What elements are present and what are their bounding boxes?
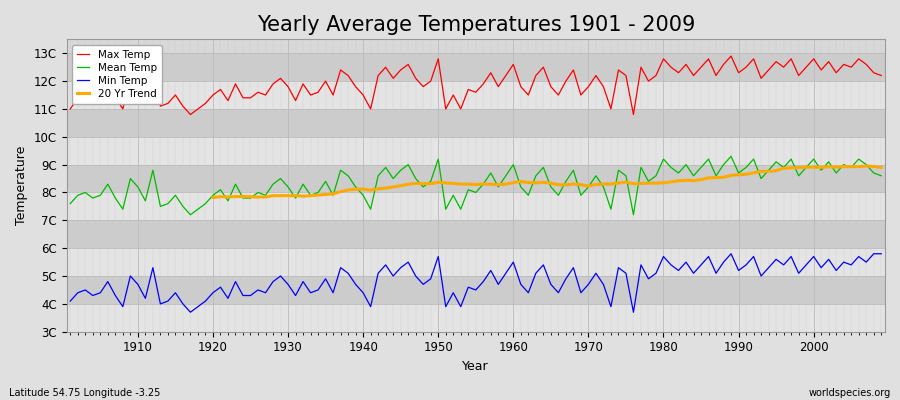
- Bar: [67, 220, 885, 248]
- 20 Yr Trend: [876, 165, 886, 170]
- Bar: [67, 137, 885, 165]
- Max Temp: [298, 82, 309, 86]
- Mean Temp: [343, 173, 354, 178]
- Max Temp: [725, 54, 736, 58]
- Mean Temp: [65, 201, 76, 206]
- Bar: [67, 53, 885, 81]
- 20 Yr Trend: [763, 169, 774, 174]
- Min Temp: [508, 260, 518, 264]
- Max Temp: [606, 106, 616, 111]
- Min Temp: [65, 299, 76, 304]
- Min Temp: [185, 310, 196, 315]
- Mean Temp: [876, 173, 886, 178]
- Max Temp: [343, 73, 354, 78]
- Line: Min Temp: Min Temp: [70, 254, 881, 312]
- Max Temp: [516, 84, 526, 89]
- Mean Temp: [606, 207, 616, 212]
- Min Temp: [343, 271, 354, 276]
- Title: Yearly Average Temperatures 1901 - 2009: Yearly Average Temperatures 1901 - 2009: [256, 15, 695, 35]
- Legend: Max Temp, Mean Temp, Min Temp, 20 Yr Trend: Max Temp, Mean Temp, Min Temp, 20 Yr Tre…: [72, 44, 162, 104]
- Bar: [67, 276, 885, 304]
- Mean Temp: [516, 184, 526, 189]
- Y-axis label: Temperature: Temperature: [15, 146, 28, 225]
- Line: Mean Temp: Mean Temp: [70, 156, 881, 215]
- Bar: [67, 81, 885, 109]
- Mean Temp: [508, 162, 518, 167]
- Max Temp: [185, 112, 196, 117]
- 20 Yr Trend: [860, 164, 871, 168]
- Text: worldspecies.org: worldspecies.org: [809, 388, 891, 398]
- Bar: [67, 165, 885, 192]
- Min Temp: [516, 282, 526, 287]
- 20 Yr Trend: [298, 194, 309, 199]
- 20 Yr Trend: [208, 195, 219, 200]
- Min Temp: [876, 251, 886, 256]
- Min Temp: [298, 279, 309, 284]
- Min Temp: [725, 251, 736, 256]
- Max Temp: [65, 106, 76, 111]
- Bar: [67, 248, 885, 276]
- Bar: [67, 304, 885, 332]
- Line: 20 Yr Trend: 20 Yr Trend: [213, 166, 881, 197]
- 20 Yr Trend: [846, 164, 857, 169]
- Mean Temp: [298, 182, 309, 186]
- Max Temp: [876, 73, 886, 78]
- Bar: [67, 192, 885, 220]
- Text: Latitude 54.75 Longitude -3.25: Latitude 54.75 Longitude -3.25: [9, 388, 160, 398]
- Mean Temp: [125, 176, 136, 181]
- 20 Yr Trend: [673, 178, 684, 183]
- Bar: [67, 109, 885, 137]
- Line: Max Temp: Max Temp: [70, 56, 881, 114]
- Mean Temp: [725, 154, 736, 159]
- Mean Temp: [185, 212, 196, 217]
- X-axis label: Year: Year: [463, 360, 489, 373]
- Max Temp: [508, 62, 518, 67]
- 20 Yr Trend: [778, 166, 789, 171]
- 20 Yr Trend: [410, 181, 421, 186]
- Min Temp: [606, 304, 616, 309]
- Max Temp: [125, 76, 136, 81]
- Min Temp: [125, 274, 136, 278]
